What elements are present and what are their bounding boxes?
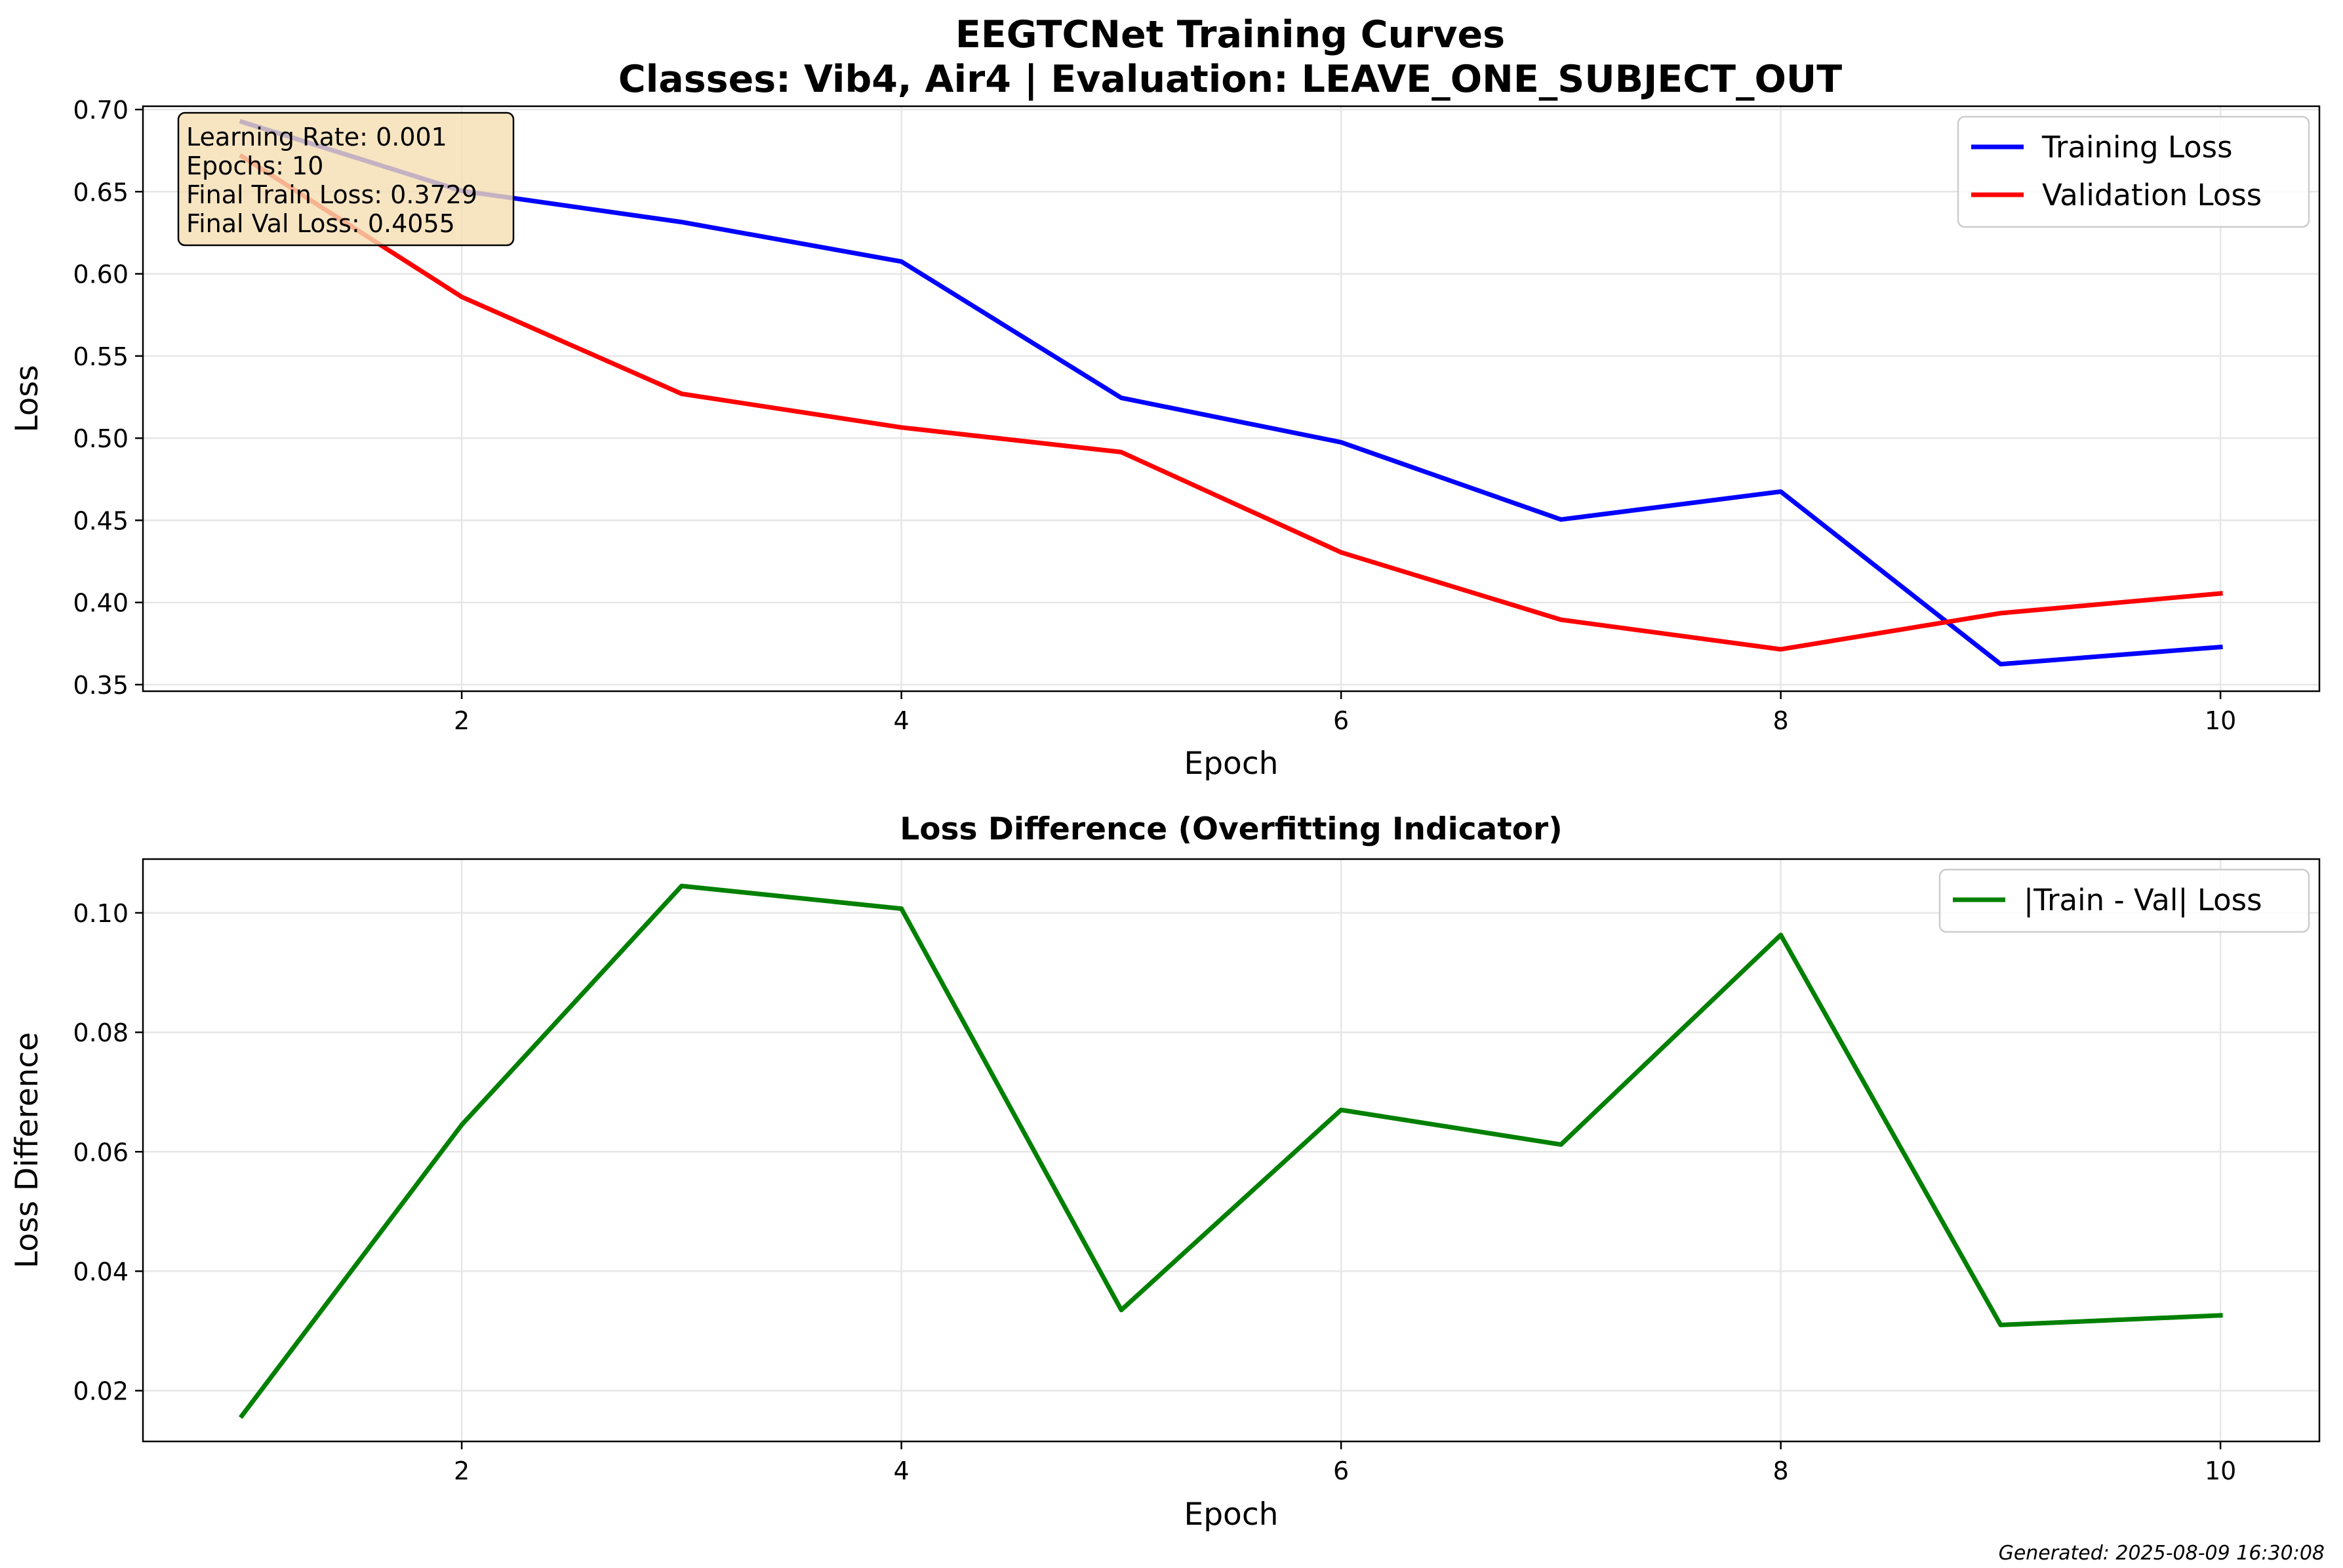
x-tick-label: 10: [2205, 1457, 2236, 1485]
axes-frame: [142, 858, 2321, 1443]
loss-difference-panel: 2 4 6 8 10 0.02 0.04 0.06 0.08 0.10 Epoch Loss Diff…: [9, 811, 2321, 1533]
x-tick-label: 6: [1333, 1457, 1349, 1485]
y-tick-label: 0.65: [73, 178, 129, 207]
x-tick-label: 6: [1333, 706, 1349, 735]
series-line-validation-loss: [239, 153, 2223, 652]
figure-subtitle: Classes: Vib4, Air4 | Evaluation: LEAVE_…: [618, 58, 1842, 102]
y-tick-label: 0.60: [73, 260, 129, 289]
y-tick-label: 0.55: [73, 342, 129, 371]
y-tick-label: 0.40: [73, 589, 129, 618]
y-tick-label: 0.02: [73, 1377, 129, 1406]
x-tick-label: 2: [454, 1457, 470, 1485]
y-tick-label: 0.08: [73, 1018, 129, 1047]
x-axis-label: Epoch: [1184, 746, 1279, 782]
generated-timestamp: Generated: 2025-08-09 16:30:08: [1999, 1542, 2325, 1565]
x-tick-label: 4: [894, 1457, 910, 1485]
x-tick-label: 4: [894, 706, 910, 735]
figure-title: EEGTCNet Training Curves: [955, 13, 1505, 56]
series-line-training-loss: [239, 119, 2223, 667]
x-tick-label: 2: [454, 706, 470, 735]
x-axis-label: Epoch: [1184, 1497, 1279, 1533]
panel-title: Loss Difference (Overfitting Indicator): [900, 811, 1562, 847]
loss-curves-panel: 2 4 6 8 10 0.35 0.40 0.45 0.50 0.55 0.60 0.65 0.70 Ep…: [9, 96, 2321, 782]
y-tick-label: 0.10: [73, 899, 129, 928]
y-tick-label: 0.06: [73, 1138, 129, 1167]
x-tick-label: 8: [1773, 706, 1789, 735]
y-tick-label: 0.70: [73, 96, 129, 125]
info-box-line: Final Val Loss: 0.4055: [186, 209, 455, 238]
y-axis-label: Loss Difference: [9, 1032, 45, 1268]
legend-box: [1938, 868, 2310, 933]
axes-frame: [142, 105, 2321, 693]
info-box: [177, 111, 515, 247]
info-box-line: Final Train Loss: 0.3729: [186, 180, 477, 209]
legend-label: Validation Loss: [2042, 178, 2262, 212]
x-tick-label: 10: [2205, 706, 2236, 735]
x-tick-label: 8: [1773, 1457, 1789, 1485]
y-axis-label: Loss: [9, 365, 45, 432]
y-tick-label: 0.35: [73, 671, 129, 700]
y-tick-label: 0.45: [73, 506, 129, 535]
info-box-line: Epochs: 10: [186, 151, 323, 180]
legend-label: |Train - Val| Loss: [2024, 883, 2262, 917]
legend-label: Training Loss: [2041, 130, 2233, 165]
y-tick-label: 0.50: [73, 424, 129, 453]
series-line-train-val-loss: [238, 883, 2223, 1419]
info-box-line: Learning Rate: 0.001: [186, 123, 447, 151]
y-tick-label: 0.04: [73, 1257, 129, 1286]
legend-box: [1957, 115, 2310, 228]
